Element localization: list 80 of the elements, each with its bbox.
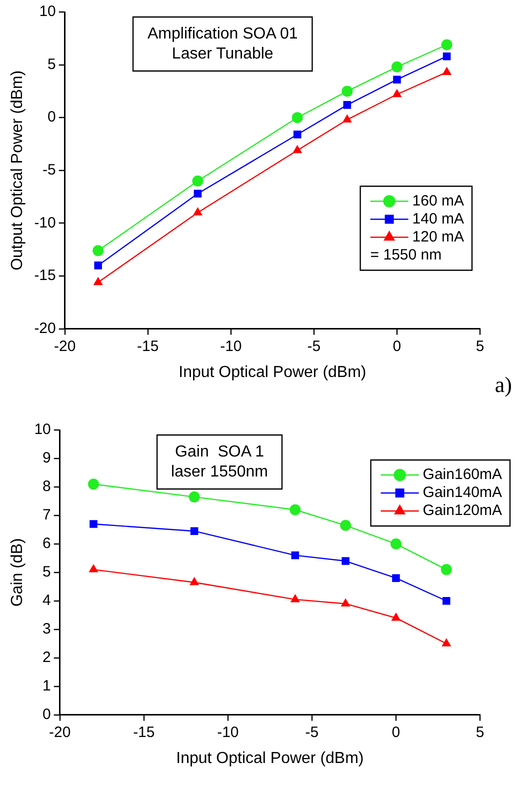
- legend-label: Gain120mA: [422, 502, 502, 520]
- text: Gain SOA 1: [175, 443, 264, 460]
- point: [88, 564, 98, 572]
- y-tick-label: 0: [48, 108, 56, 126]
- point: [94, 262, 102, 270]
- x-tick-label: -15: [133, 724, 155, 741]
- point: [291, 551, 300, 560]
- legend-label: 140 mA: [412, 210, 464, 228]
- point: [188, 491, 200, 502]
- x-axis-title: Input Optical Power (dBm): [178, 364, 366, 381]
- legend-label: 160 mA: [412, 192, 464, 210]
- x-tick-label: 0: [392, 338, 402, 355]
- point: [342, 114, 352, 122]
- point: [90, 520, 98, 528]
- y-tick-label: -20: [34, 320, 56, 337]
- x-tick-label: 0: [392, 724, 400, 741]
- legend-label: Gain160mA: [422, 466, 502, 484]
- x-tick-label: -5: [305, 724, 319, 741]
- y-tick-label: 8: [42, 478, 51, 496]
- legend-label: Gain140mA: [422, 484, 502, 502]
- x-tick-label: 5: [476, 338, 484, 355]
- legend-label: 120 mA: [412, 228, 464, 246]
- point: [340, 598, 350, 606]
- y-tick-label: 10: [39, 3, 56, 20]
- x-tick-label: -15: [137, 338, 159, 355]
- text: laser 1550nm: [171, 463, 268, 480]
- point: [192, 207, 202, 216]
- y-tick-label: 4: [42, 592, 51, 610]
- point: [441, 39, 452, 50]
- point: [393, 76, 401, 84]
- point: [92, 245, 104, 256]
- point: [392, 88, 402, 98]
- point: [390, 538, 402, 550]
- y-tick-label: 9: [42, 450, 51, 467]
- point: [340, 520, 352, 531]
- point: [190, 576, 200, 586]
- point: [442, 66, 452, 75]
- text: Amplification SOA 01: [147, 25, 298, 42]
- point: [292, 112, 303, 124]
- y-tick-label: 6: [42, 535, 51, 552]
- point: [391, 61, 402, 72]
- y-tick-label: 5: [42, 564, 51, 581]
- y-tick-label: 10: [34, 421, 51, 438]
- y-tick-label: 3: [42, 620, 51, 638]
- point: [440, 564, 452, 576]
- point: [392, 574, 400, 582]
- y-tick-label: 0: [42, 706, 51, 723]
- point: [290, 594, 300, 602]
- point: [93, 276, 103, 286]
- text: a): [494, 372, 512, 398]
- point: [192, 175, 204, 186]
- x-tick-label: -5: [307, 338, 321, 355]
- point: [194, 190, 202, 198]
- x-tick-label: -10: [220, 338, 242, 355]
- legend-title: = 1550 nm: [370, 246, 442, 264]
- point: [190, 527, 198, 535]
- point: [442, 638, 452, 646]
- text: Laser Tunable: [172, 45, 274, 62]
- point: [293, 130, 302, 138]
- y-axis-title: Gain (dB): [9, 538, 26, 607]
- y-tick-label: 2: [42, 648, 51, 666]
- y-tick-label: -10: [34, 214, 56, 232]
- point: [290, 504, 301, 516]
- y-axis-title: Output Optical Power (dBm): [9, 70, 26, 270]
- y-tick-label: -15: [34, 267, 56, 284]
- point: [342, 86, 353, 97]
- point: [292, 144, 302, 154]
- y-tick-label: 5: [48, 56, 56, 73]
- point: [88, 478, 99, 490]
- y-tick-label: 7: [42, 506, 51, 524]
- point: [391, 612, 401, 621]
- x-tick-label: 5: [476, 724, 484, 741]
- point: [343, 101, 352, 109]
- x-axis-title: Input Optical Power (dBm): [176, 750, 364, 767]
- point: [342, 557, 350, 565]
- x-tick-label: -10: [217, 724, 239, 741]
- y-tick-label: -5: [42, 162, 56, 179]
- point: [442, 596, 450, 605]
- point: [442, 52, 451, 60]
- y-tick-label: 1: [42, 677, 51, 694]
